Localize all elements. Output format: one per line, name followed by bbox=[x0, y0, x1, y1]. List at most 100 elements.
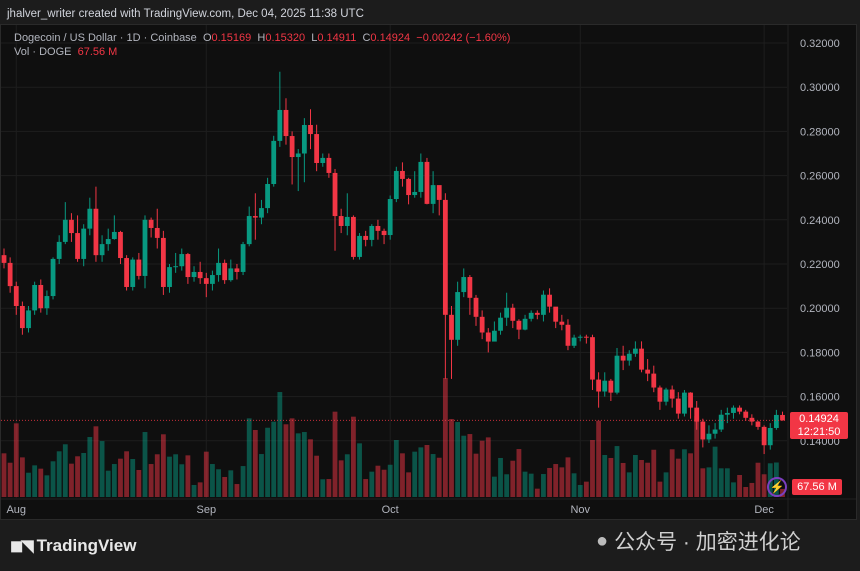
volume-bar bbox=[62, 444, 68, 497]
candle-body bbox=[724, 412, 730, 415]
volume-bar bbox=[406, 472, 411, 497]
volume-bar bbox=[583, 481, 589, 497]
candle-body bbox=[583, 336, 589, 338]
volume-bar bbox=[504, 474, 510, 497]
volume-bar bbox=[222, 477, 228, 497]
candle-body bbox=[424, 161, 430, 204]
candle-body bbox=[191, 271, 197, 278]
candle-body bbox=[700, 421, 706, 440]
x-tick-label: Nov bbox=[570, 504, 590, 516]
candle-body bbox=[510, 307, 516, 321]
candle-body bbox=[669, 389, 675, 399]
candle-body bbox=[124, 258, 129, 287]
candle-body bbox=[430, 185, 436, 204]
volume-bar bbox=[265, 427, 270, 497]
volume-bar bbox=[743, 487, 749, 497]
volume-bar bbox=[737, 474, 742, 497]
volume-bar bbox=[344, 454, 350, 497]
candle-body bbox=[516, 320, 522, 330]
volume-legend-label[interactable]: Vol · DOGE bbox=[14, 46, 72, 58]
volume-bar bbox=[669, 449, 675, 497]
close-label: C bbox=[362, 32, 371, 44]
volume-bar bbox=[167, 456, 172, 497]
tradingview-logo[interactable]: ◼◥ TradingView bbox=[10, 536, 136, 556]
candle-body bbox=[32, 284, 38, 311]
candle-body bbox=[571, 337, 577, 346]
candle-body bbox=[265, 183, 270, 209]
candle-body bbox=[547, 294, 552, 307]
y-tick-label: 0.28000 bbox=[800, 126, 840, 138]
candle-body bbox=[19, 305, 25, 329]
volume-bar bbox=[295, 433, 301, 497]
volume-bar bbox=[369, 471, 375, 497]
candle-body bbox=[7, 262, 13, 287]
x-tick-label: Aug bbox=[6, 504, 26, 516]
candle-body bbox=[308, 124, 313, 135]
volume-bar bbox=[308, 439, 313, 497]
candle-body bbox=[357, 235, 362, 257]
volume-bar bbox=[118, 458, 123, 497]
candle-body bbox=[682, 392, 687, 414]
volume-bar bbox=[682, 449, 687, 497]
volume-bar bbox=[553, 464, 559, 497]
candle-body bbox=[602, 380, 608, 392]
candle-body bbox=[173, 266, 179, 268]
volume-bar bbox=[485, 437, 491, 497]
volume-bar bbox=[571, 473, 577, 497]
change-value: −0.00242 (−1.60%) bbox=[416, 32, 511, 44]
candle-body bbox=[62, 219, 68, 242]
volume-bar bbox=[565, 457, 571, 497]
volume-bar bbox=[559, 467, 565, 497]
candle-body bbox=[111, 231, 117, 240]
volume-bar bbox=[301, 432, 307, 497]
candle-body bbox=[498, 317, 503, 331]
candle-body bbox=[749, 417, 755, 422]
candle-body bbox=[228, 268, 234, 281]
volume-bar bbox=[706, 467, 712, 497]
volume-bar bbox=[608, 457, 614, 497]
low-value: 0.14911 bbox=[317, 32, 357, 44]
candle-body bbox=[522, 318, 528, 330]
candle-body bbox=[657, 387, 663, 402]
candle-body bbox=[743, 411, 749, 418]
volume-bar bbox=[56, 451, 62, 497]
candle-body bbox=[406, 178, 411, 196]
candle-body bbox=[504, 307, 510, 318]
last-price-label: 0.14924 12:21:50 bbox=[790, 412, 848, 439]
volume-bar bbox=[455, 422, 461, 497]
symbol-title[interactable]: Dogecoin / US Dollar · 1D · Coinbase bbox=[14, 32, 197, 44]
volume-bar bbox=[173, 454, 179, 497]
candle-body bbox=[381, 230, 387, 236]
candle-body bbox=[142, 219, 148, 276]
volume-bar bbox=[387, 464, 393, 497]
candle-body bbox=[706, 433, 712, 440]
candle-body bbox=[565, 324, 571, 346]
bar-countdown: 12:21:50 bbox=[797, 426, 841, 438]
volume-bar bbox=[393, 439, 399, 497]
candle-body bbox=[780, 414, 785, 421]
volume-bar bbox=[50, 461, 56, 497]
candle-body bbox=[179, 254, 185, 267]
candle-body bbox=[400, 170, 405, 179]
candle-body bbox=[761, 426, 767, 446]
candle-body bbox=[240, 244, 246, 272]
volume-bar bbox=[492, 476, 497, 497]
candle-body bbox=[105, 239, 111, 245]
volume-bar bbox=[577, 484, 583, 497]
candle-body bbox=[694, 407, 700, 422]
candle-body bbox=[351, 216, 356, 257]
candle-body bbox=[632, 348, 638, 354]
volume-bar bbox=[473, 453, 479, 497]
volume-bar bbox=[197, 482, 203, 497]
volume-bar bbox=[418, 447, 424, 497]
volume-bar bbox=[718, 468, 724, 497]
candle-body bbox=[608, 380, 614, 393]
volume-bar bbox=[81, 452, 87, 497]
alert-lightning-icon[interactable]: ⚡ bbox=[767, 477, 787, 497]
volume-bar bbox=[148, 464, 154, 497]
candle-body bbox=[295, 153, 301, 158]
candle-body bbox=[455, 292, 461, 340]
y-tick-label: 0.26000 bbox=[800, 171, 840, 183]
candle-body bbox=[222, 262, 228, 281]
